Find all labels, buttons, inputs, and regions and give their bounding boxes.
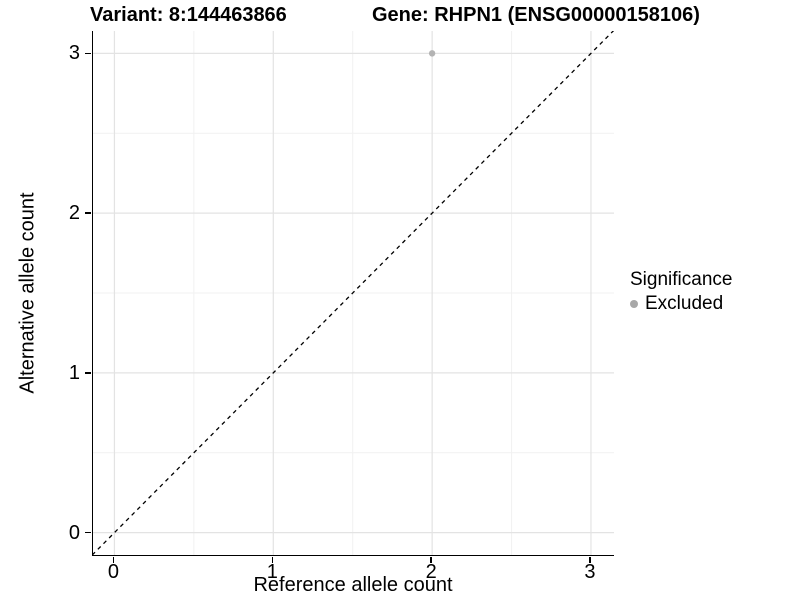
x-axis-tick — [112, 556, 115, 563]
y-axis-title: Alternative allele count — [16, 192, 39, 394]
scatter-plot-canvas — [93, 31, 614, 555]
x-axis-tick — [430, 556, 432, 563]
x-axis-tick-label: 0 — [107, 561, 119, 583]
excluded-point-icon — [630, 299, 638, 308]
x-axis-tick — [271, 556, 274, 563]
plot-title-gene: Gene: RHPN1 (ENSG00000158106) — [372, 4, 700, 26]
x-axis-tick — [589, 556, 591, 563]
identity-dashed-line — [93, 31, 614, 555]
y-axis-tick-label: 3 — [68, 42, 80, 65]
y-axis-tick-label: 1 — [68, 361, 80, 384]
y-axis-tick-label: 2 — [68, 202, 80, 225]
legend: Significance Excluded — [630, 269, 732, 314]
y-axis-tick — [84, 372, 91, 374]
legend-title: Significance — [630, 269, 733, 290]
x-axis-tick-label: 2 — [425, 561, 437, 583]
plot-panel — [92, 31, 614, 556]
x-axis-tick-label: 1 — [266, 561, 278, 583]
data-point-excluded — [428, 50, 436, 57]
x-axis-tick-label: 3 — [584, 561, 596, 583]
y-axis-tick-label: 0 — [68, 521, 80, 544]
legend-item-excluded: Excluded — [630, 293, 732, 314]
x-axis-title: Reference allele count — [253, 574, 453, 596]
y-axis-tick — [84, 212, 91, 214]
y-axis-tick — [84, 52, 91, 55]
plot-title-variant: Variant: 8:144463866 — [90, 4, 287, 26]
legend-item-label: Excluded — [645, 293, 724, 314]
y-axis-tick — [84, 531, 91, 534]
